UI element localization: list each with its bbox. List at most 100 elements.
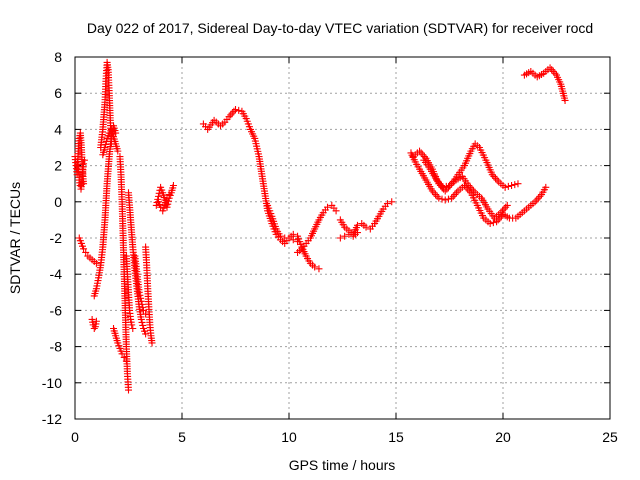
data-point [549,67,557,75]
data-point [533,196,541,204]
data-point [502,203,510,211]
data-point [232,105,239,113]
series-arc-20 [336,229,361,242]
series-arc-18 [294,201,340,256]
data-point [542,183,550,191]
data-point [230,107,238,115]
y-tick-label: 6 [54,85,62,101]
data-point [92,317,100,325]
y-tick-label: 8 [54,49,62,65]
series-arc-08 [110,325,130,365]
data-point [82,248,90,256]
series-arc-13 [142,243,156,347]
grid [75,57,610,419]
series-arc-19 [336,198,396,238]
data-point [419,151,427,159]
data-point [138,300,146,308]
tick-labels: 0 5 10 15 20 25 -12 -10 -8 -6 -4 -2 0 2 4 6 8 [42,49,618,445]
data-point [169,182,177,190]
x-tick-label: 5 [178,429,186,445]
data-point [227,111,235,119]
series-arc-06 [97,58,115,151]
data-point [548,66,556,74]
y-tick-label: -8 [50,339,63,355]
data-point [438,195,446,203]
data-point [135,288,143,296]
data-point [417,149,425,157]
y-tick-label: -4 [50,266,63,282]
y-tick-label: -2 [50,230,63,246]
data-point [439,183,447,191]
x-tick-label: 10 [281,429,297,445]
data-point [228,109,236,117]
data-point [353,229,361,237]
series-arc-24 [520,64,569,104]
data-point [444,195,452,203]
data-point [311,263,319,271]
data-point [90,325,98,332]
data-point [125,386,132,394]
x-tick-label: 20 [495,429,511,445]
series-arc-03 [75,234,100,267]
data-point [345,230,353,238]
data-point [101,144,109,151]
chart-title: Day 022 of 2017, Sidereal Day-to-day VTE… [87,20,593,36]
y-tick-label: 2 [54,158,62,174]
data-point [165,191,173,199]
data-point [511,181,519,189]
data-point [142,330,150,338]
data-point [137,297,145,305]
series-arc-17 [264,201,302,246]
data-point [157,203,165,211]
x-tick-label: 25 [602,429,618,445]
data-point [80,245,88,253]
data-point [341,232,349,240]
data-point [137,294,145,302]
x-tick-label: 0 [71,429,79,445]
data-point [504,182,512,190]
data-point [441,196,449,204]
data-point [163,194,171,202]
data-point [289,236,297,244]
data-point [561,96,569,104]
data-point [493,176,501,184]
data-point [136,291,144,299]
data-point [129,325,137,332]
axis-ticks [74,56,611,420]
data-point [102,137,110,145]
data-point [276,232,284,240]
y-axis-label: SDTVAR / TECUs [7,182,23,294]
data-point [138,318,146,326]
data-point [452,189,460,197]
data-point [294,238,302,246]
data-point [139,306,147,314]
data-point [536,192,544,200]
data-point [500,205,508,213]
series-arc-11 [125,189,150,338]
data-point [139,303,147,311]
y-tick-label: 0 [54,194,62,210]
data-point [235,106,243,114]
data-point [492,174,500,182]
series-arc-07 [99,125,122,159]
y-tick-label: -12 [42,411,62,427]
series-arc-04 [88,315,100,332]
data-point [80,160,88,168]
data-point [139,321,147,329]
series-arc-21 [407,149,550,228]
data-point [503,201,511,209]
data-point [534,194,542,202]
data-point [324,203,332,211]
series-arc-10 [122,252,137,332]
data-point [362,223,370,231]
data-point [332,207,340,215]
data-point [501,183,509,191]
data-point [114,147,122,155]
data-point [435,194,443,202]
data-point [148,339,156,347]
x-axis-label: GPS time / hours [289,457,396,473]
data-point [442,182,450,190]
data-point [102,140,110,148]
data-point [137,315,145,323]
